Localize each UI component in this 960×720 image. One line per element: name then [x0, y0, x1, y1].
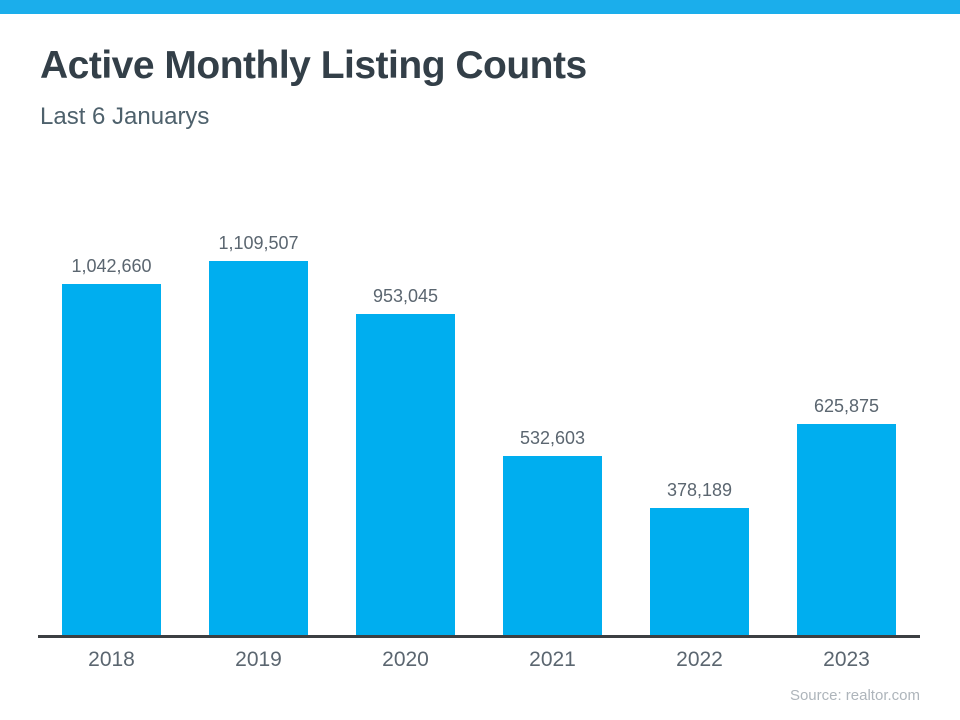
bar-value-label: 532,603	[519, 428, 586, 448]
page-subtitle: Last 6 Januarys	[40, 103, 210, 130]
bar-chart: 1,042,660 1,109,507 953,045 532,603 378,…	[38, 225, 920, 636]
bar-value-label: 1,109,507	[218, 233, 299, 253]
source-credit: Source: realtor.com	[789, 687, 920, 704]
x-axis-label-2023: 2023	[823, 648, 870, 671]
x-axis-label-2018: 2018	[88, 648, 135, 671]
bar-2018	[62, 284, 161, 636]
page-title: Active Monthly Listing Counts	[40, 44, 587, 87]
bar-2022	[650, 508, 749, 636]
bar-2020	[356, 314, 455, 636]
x-axis-label-2020: 2020	[382, 648, 429, 671]
x-axis-label-2021: 2021	[529, 648, 576, 671]
x-axis-label-2022: 2022	[676, 648, 723, 671]
x-axis-label-2019: 2019	[235, 648, 282, 671]
bar-group-2020: 953,045	[356, 286, 455, 636]
bar-value-label: 1,042,660	[71, 256, 152, 276]
bar-value-label: 378,189	[666, 480, 733, 500]
bar-group-2023: 625,875	[797, 396, 896, 636]
bar-group-2022: 378,189	[650, 480, 749, 636]
bar-value-label: 625,875	[813, 396, 880, 416]
bar-group-2019: 1,109,507	[209, 233, 308, 636]
bar-2019	[209, 261, 308, 636]
bar-2023	[797, 424, 896, 636]
bar-group-2018: 1,042,660	[62, 256, 161, 636]
bar-group-2021: 532,603	[503, 428, 602, 636]
bar-2021	[503, 456, 602, 636]
bar-value-label: 953,045	[372, 286, 439, 306]
top-accent-bar	[0, 0, 960, 14]
x-axis-labels: 2018 2019 2020 2021 2022 2023	[38, 648, 920, 672]
x-axis-line	[38, 635, 920, 638]
